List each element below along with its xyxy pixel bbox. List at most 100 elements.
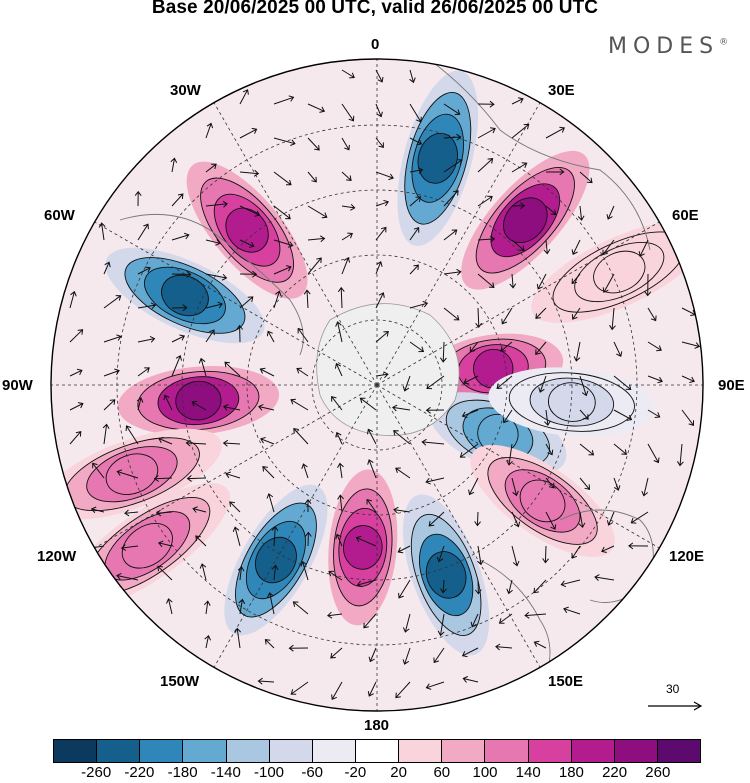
wind-arrow [545,443,554,456]
wind-arrow [185,439,207,447]
wind-arrow [273,205,291,220]
wind-arrow [511,162,528,173]
wind-arrow [409,137,423,146]
wind-arrow [477,158,494,173]
wind-arrow [103,334,122,343]
wind-arrow [393,506,411,514]
wind-arrow [676,443,684,467]
colorbar-tick-label: -60 [301,764,324,781]
wind-arrow [137,367,150,377]
wind-arrow [511,545,520,567]
wind-arrow [237,565,245,581]
wind-arrow [409,196,422,207]
wind-arrow [307,257,322,275]
colorbar-tick-label: -140 [210,764,241,781]
wind-arrow [477,100,495,108]
wind-arrow [511,239,525,251]
lon-label-90e: 90E [718,377,745,394]
anomaly-contour-11-3 [121,523,173,569]
wind-arrow [290,681,309,695]
wind-arrow [421,438,445,446]
wind-arrow [153,475,173,482]
wind-arrow [356,579,377,588]
wind-arrow [602,273,615,293]
wind-arrow [511,202,526,210]
wind-arrow [506,579,513,595]
wind-arrow [205,163,217,173]
wind-arrow [647,443,660,464]
wind-arrow [301,463,309,479]
wind-arrow [166,598,173,615]
wind-arrow [628,542,649,550]
wind-arrow [647,307,657,322]
wind-arrow [273,239,294,248]
wind-arrow [398,579,411,599]
wind-arrow [171,270,192,278]
wind-arrow [288,644,309,652]
wind-arrow [307,103,326,113]
anomaly-contour-12-3 [105,453,159,495]
wind-arrow [239,169,260,177]
wind-arrow [577,205,585,221]
wind-arrow [509,273,517,289]
wind-arrow [544,409,551,427]
wind-arrow [297,327,309,343]
wind-arrow [341,257,351,275]
wind-arrow [171,334,186,343]
wind-arrow [171,193,184,207]
wind-arrow [205,200,229,208]
wind-arrow [204,634,212,649]
colorbar-tick-label: 260 [645,764,671,781]
meridian-line [94,221,378,386]
wind-arrow [116,572,139,581]
wind-arrow [264,639,275,649]
colorbar [53,739,701,763]
wind-arrow [271,525,279,547]
wind-arrow [468,477,479,496]
map-border [50,58,704,712]
wind-arrow [307,205,328,219]
wind-arrow [579,171,593,184]
colorbar-swatch [54,740,97,762]
wind-arrow [402,375,411,392]
wind-arrow [511,511,521,528]
wind-arrow [368,647,377,663]
colorbar-tick-label: -20 [344,764,367,781]
wind-arrow [536,273,547,290]
wind-arrow [102,423,110,445]
wind-arrow [524,611,547,619]
colorbar-swatch [182,740,226,762]
colorbar-tick-label: -220 [124,764,155,781]
lon-label-30w: 30W [170,82,201,99]
wind-arrow [375,292,385,309]
wind-arrow [535,341,547,355]
wind-arrow [103,261,111,275]
wind-arrow [273,290,282,309]
wind-arrow [433,647,445,664]
wind-arrow [69,430,82,445]
colorbar-swatch [311,740,355,762]
wind-arrow [477,195,493,207]
wind-arrow [469,341,479,353]
colorbar-swatch [656,740,701,762]
wind-arrow [375,69,384,83]
wind-arrow [116,469,139,479]
reference-vector [648,701,703,711]
wind-arrow [136,397,144,411]
wind-arrow [375,103,383,118]
wind-arrow [341,69,355,79]
registered-mark: ® [719,37,729,48]
meridian-lines [51,59,703,711]
wind-arrow [186,475,207,482]
wind-arrow [409,300,429,309]
wind-arrow [341,232,354,241]
wind-arrow [335,431,343,445]
wind-arrow [239,239,255,248]
wind-arrow [443,307,460,321]
colorbar-tick-label: 220 [602,764,628,781]
wind-arrow [239,127,258,139]
wind-arrow [571,545,581,559]
wind-arrow [542,545,549,564]
wind-arrow [137,223,149,241]
wind-arrow [234,627,242,649]
